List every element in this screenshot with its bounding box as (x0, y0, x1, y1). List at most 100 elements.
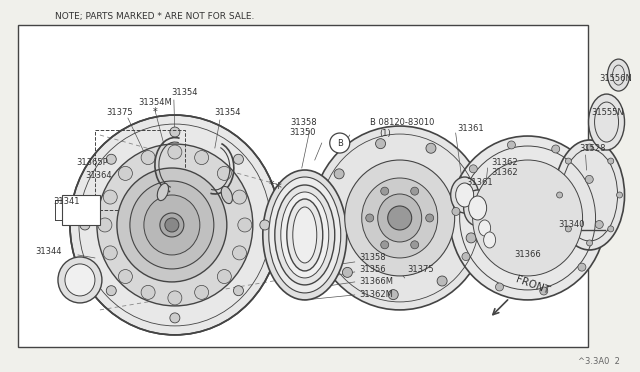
Ellipse shape (221, 186, 232, 203)
Text: ^3.3A0  2: ^3.3A0 2 (578, 357, 620, 366)
Ellipse shape (144, 195, 200, 255)
Circle shape (141, 151, 155, 164)
Circle shape (168, 291, 182, 305)
Circle shape (469, 165, 477, 173)
Text: 31358: 31358 (291, 118, 317, 126)
Ellipse shape (362, 178, 438, 258)
Text: 31362: 31362 (492, 157, 518, 167)
Circle shape (103, 190, 117, 204)
Circle shape (106, 286, 116, 296)
Circle shape (103, 246, 117, 260)
Bar (62, 195, 100, 225)
Text: 31366: 31366 (515, 250, 541, 259)
Text: 31365P: 31365P (76, 157, 108, 167)
Circle shape (508, 141, 515, 149)
Circle shape (462, 253, 470, 260)
Circle shape (365, 214, 374, 222)
Circle shape (426, 214, 434, 222)
Circle shape (608, 226, 614, 232)
Circle shape (587, 240, 593, 246)
Circle shape (342, 267, 353, 278)
Ellipse shape (292, 207, 317, 263)
Circle shape (234, 154, 243, 164)
Ellipse shape (275, 185, 335, 285)
Circle shape (437, 276, 447, 286)
Ellipse shape (287, 199, 323, 271)
Ellipse shape (345, 160, 454, 276)
Circle shape (106, 154, 116, 164)
Text: 31556N: 31556N (600, 74, 632, 83)
Circle shape (195, 285, 209, 299)
Circle shape (608, 158, 614, 164)
Text: NOTE; PARTS MARKED * ARE NOT FOR SALE.: NOTE; PARTS MARKED * ARE NOT FOR SALE. (55, 12, 254, 20)
Text: 31358: 31358 (360, 253, 387, 263)
Circle shape (260, 220, 270, 230)
Text: 31375: 31375 (408, 266, 435, 275)
Ellipse shape (450, 136, 605, 300)
Ellipse shape (484, 232, 495, 248)
Circle shape (565, 226, 572, 232)
Text: 31340: 31340 (559, 221, 585, 230)
Circle shape (381, 241, 388, 249)
Circle shape (565, 158, 572, 164)
Ellipse shape (117, 168, 227, 282)
Ellipse shape (70, 115, 280, 335)
Circle shape (557, 192, 563, 198)
Ellipse shape (312, 126, 488, 310)
Text: 31341: 31341 (54, 198, 80, 206)
Circle shape (118, 270, 132, 283)
Text: 31344: 31344 (35, 247, 62, 256)
Text: 31375: 31375 (107, 108, 133, 116)
Circle shape (141, 285, 155, 299)
Ellipse shape (65, 264, 95, 296)
Ellipse shape (281, 192, 329, 278)
Circle shape (232, 190, 246, 204)
Text: 31366M: 31366M (360, 278, 394, 286)
Circle shape (321, 220, 331, 230)
Ellipse shape (479, 220, 491, 236)
Circle shape (238, 218, 252, 232)
Text: (1): (1) (380, 129, 392, 138)
Text: 31354: 31354 (172, 87, 198, 97)
Circle shape (170, 127, 180, 137)
Text: 31361: 31361 (467, 177, 493, 186)
Text: B: B (337, 138, 342, 148)
Circle shape (381, 187, 388, 195)
Circle shape (426, 143, 436, 153)
Ellipse shape (607, 59, 630, 91)
Circle shape (540, 287, 548, 295)
Circle shape (552, 145, 560, 153)
Ellipse shape (157, 183, 168, 201)
Ellipse shape (479, 227, 500, 253)
Text: *: * (152, 107, 157, 117)
Ellipse shape (555, 140, 625, 250)
Circle shape (376, 139, 385, 149)
Circle shape (595, 221, 604, 228)
Ellipse shape (475, 215, 495, 241)
Ellipse shape (263, 170, 347, 300)
Circle shape (411, 241, 419, 249)
Text: 31364: 31364 (85, 170, 112, 180)
Circle shape (330, 133, 349, 153)
Text: 31354: 31354 (214, 108, 241, 116)
Text: *: * (275, 181, 282, 195)
Ellipse shape (456, 183, 474, 207)
Ellipse shape (589, 94, 625, 150)
Circle shape (461, 180, 472, 190)
Circle shape (165, 218, 179, 232)
Ellipse shape (463, 190, 492, 226)
Circle shape (170, 313, 180, 323)
Text: 31555N: 31555N (591, 108, 624, 116)
Text: 31350: 31350 (289, 128, 316, 137)
Circle shape (466, 233, 476, 243)
Circle shape (218, 166, 231, 180)
Circle shape (495, 283, 504, 291)
Ellipse shape (451, 177, 479, 213)
Circle shape (232, 246, 246, 260)
Ellipse shape (473, 160, 582, 276)
Circle shape (160, 213, 184, 237)
Ellipse shape (58, 257, 102, 303)
Text: 31362M: 31362M (360, 291, 394, 299)
Ellipse shape (269, 177, 340, 293)
Circle shape (80, 220, 90, 230)
